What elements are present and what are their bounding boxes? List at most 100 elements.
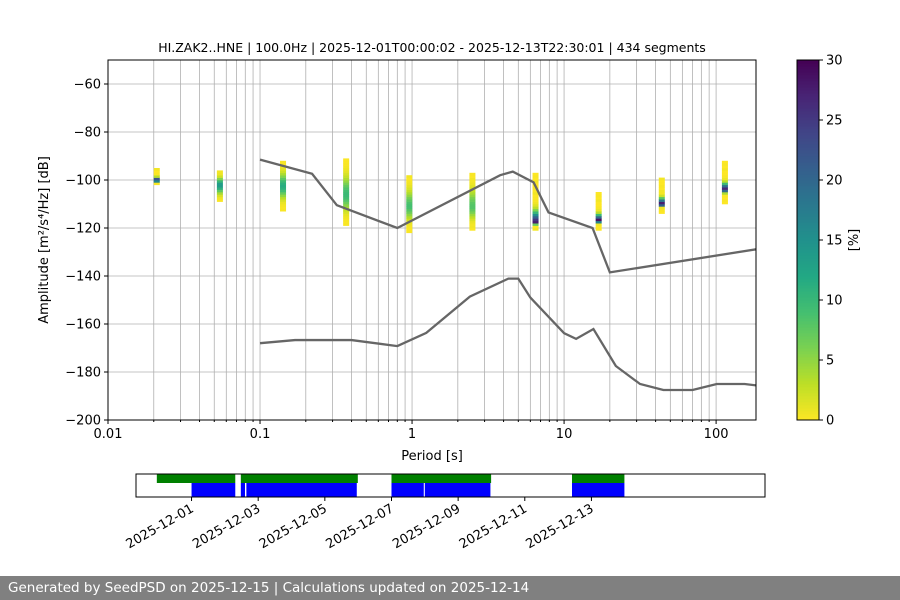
colorbar-segment: [797, 219, 819, 223]
ppsd-cell: [469, 172, 476, 176]
x-tick-label: 0.01: [94, 427, 123, 442]
timeline-tick-label: 2025-12-01: [124, 501, 197, 552]
ppsd-cell: [469, 175, 476, 178]
colorbar-segment: [797, 285, 819, 289]
ppsd-cell: [343, 196, 350, 200]
ppsd-cell: [532, 189, 539, 193]
colorbar-segment: [797, 132, 819, 136]
ppsd-cell: [343, 172, 350, 176]
ppsd-cell: [216, 182, 223, 186]
ppsd-cell: [280, 182, 287, 186]
colorbar-segment: [797, 99, 819, 103]
ppsd-cell: [406, 206, 413, 210]
colorbar-segment: [797, 87, 819, 91]
colorbar-segment: [797, 207, 819, 211]
colorbar-segment: [797, 342, 819, 346]
ppsd-cell: [216, 194, 223, 198]
y-tick-label: −180: [65, 366, 101, 381]
data-coverage-bar: [240, 474, 358, 483]
ppsd-cell: [532, 206, 539, 210]
colorbar-segment: [797, 75, 819, 79]
ppsd-cell: [280, 189, 287, 193]
ppsd-cell: [595, 199, 602, 202]
ppsd-cell: [469, 225, 476, 229]
ppsd-cell: [216, 172, 223, 176]
ppsd-cell: [216, 180, 223, 183]
colorbar-segment: [797, 381, 819, 385]
ppsd-cell: [216, 196, 223, 200]
timeline-tick-label: 2025-12-13: [523, 501, 596, 552]
colorbar-segment: [797, 195, 819, 199]
colorbar-segment: [797, 255, 819, 259]
ppsd-cell: [280, 170, 287, 174]
ppsd-cell: [469, 211, 476, 214]
colorbar-segment: [797, 237, 819, 241]
ppsd-cell: [406, 175, 413, 178]
colorbar-segment: [797, 252, 819, 256]
ppsd-cell: [469, 199, 476, 202]
colorbar-segment: [797, 96, 819, 100]
ppsd-cell: [658, 204, 665, 207]
ppsd-cell: [532, 175, 539, 178]
colorbar-segment: [797, 69, 819, 73]
colorbar-segment: [797, 228, 819, 232]
colorbar-tick-label: 25: [826, 114, 843, 129]
colorbar-segment: [797, 318, 819, 322]
colorbar-segment: [797, 390, 819, 394]
colorbar-segment: [797, 222, 819, 226]
colorbar-segment: [797, 372, 819, 376]
colorbar-segment: [797, 303, 819, 307]
ppsd-cell: [721, 194, 728, 198]
colorbar-segment: [797, 405, 819, 409]
y-tick-label: −60: [74, 78, 101, 93]
ppsd-cell: [532, 201, 539, 205]
colorbar-segment: [797, 267, 819, 271]
ppsd-cell: [280, 177, 287, 181]
ppsd-cell: [343, 220, 350, 224]
ppsd-cell: [343, 218, 350, 222]
ppsd-cell: [721, 196, 728, 200]
ppsd-cell: [216, 199, 223, 202]
colorbar-segment: [797, 114, 819, 118]
ppsd-cell: [595, 225, 602, 229]
timeline-tick-label: 2025-12-09: [390, 501, 463, 552]
colorbar-segment: [797, 348, 819, 352]
colorbar-segment: [797, 279, 819, 283]
ppsd-cell: [532, 208, 539, 212]
coverage-timeline: 2025-12-012025-12-032025-12-052025-12-07…: [124, 473, 766, 552]
y-tick-label: −140: [65, 270, 101, 285]
colorbar-segment: [797, 213, 819, 217]
ppsd-cell: [721, 180, 728, 183]
ppsd-cell: [532, 182, 539, 186]
ppsd-cell: [406, 194, 413, 198]
ppsd-cell: [406, 182, 413, 186]
ppsd-cell: [721, 168, 728, 171]
colorbar-segment: [797, 231, 819, 235]
ppsd-cell: [469, 220, 476, 224]
ppsd-cell: [216, 192, 223, 195]
ppsd-cell: [280, 180, 287, 183]
ppsd-cell: [469, 182, 476, 186]
colorbar-segment: [797, 306, 819, 310]
colorbar-label: [%]: [847, 229, 862, 252]
colorbar-segment: [797, 216, 819, 220]
ppsd-cell: [658, 211, 665, 214]
ppsd-cell: [658, 182, 665, 186]
colorbar-segment: [797, 330, 819, 334]
ppsd-cell: [343, 223, 350, 226]
ppsd-cell: [343, 177, 350, 181]
colorbar-segment: [797, 129, 819, 133]
ppsd-cell: [595, 216, 602, 219]
ppsd-cell: [532, 216, 539, 219]
ppsd-cell: [153, 177, 160, 181]
colorbar-segment: [797, 243, 819, 247]
ppsd-cell: [343, 182, 350, 186]
ppsd-cell: [532, 180, 539, 183]
colorbar-segment: [797, 171, 819, 175]
ppsd-cell: [595, 211, 602, 214]
colorbar-segment: [797, 102, 819, 106]
colorbar-segment: [797, 312, 819, 316]
psd-coverage-bar: [191, 483, 236, 497]
colorbar-segment: [797, 399, 819, 403]
colorbar-segment: [797, 294, 819, 298]
